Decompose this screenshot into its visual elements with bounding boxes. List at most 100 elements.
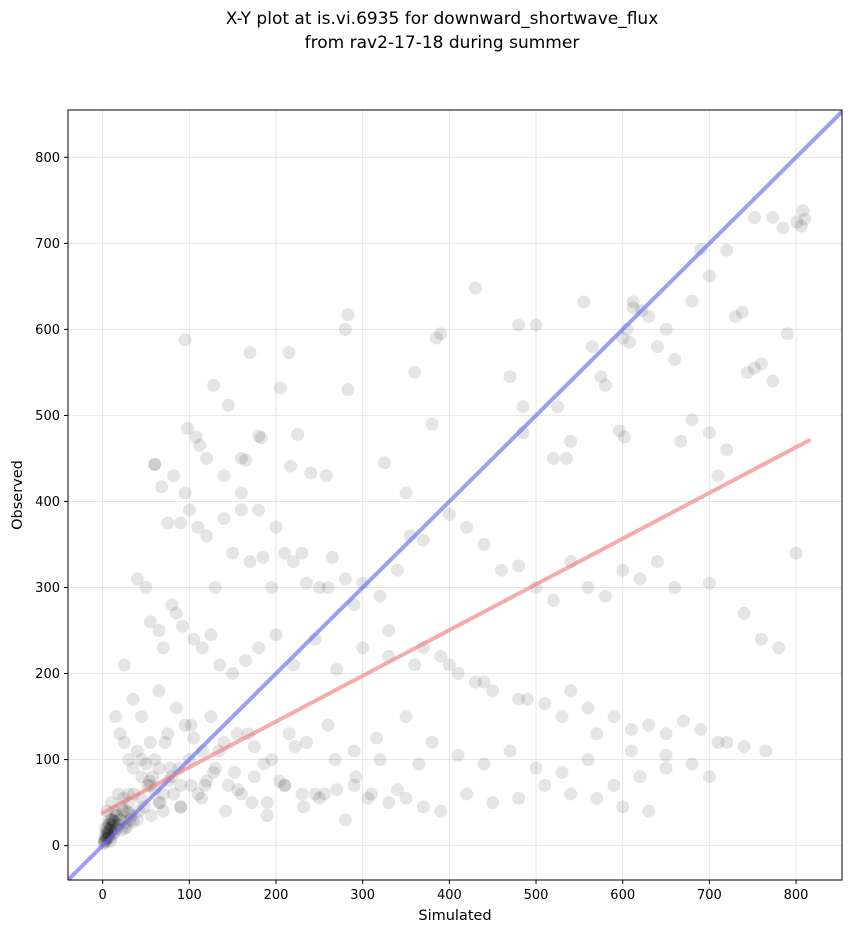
data-point [153, 796, 167, 810]
data-point [156, 804, 170, 818]
data-point [234, 451, 248, 465]
data-point [737, 740, 751, 754]
data-point [245, 796, 259, 810]
data-point [626, 301, 640, 315]
data-point [195, 641, 209, 655]
data-point [152, 796, 166, 810]
data-point [650, 340, 664, 354]
data-point [139, 580, 153, 594]
data-point [187, 632, 201, 646]
data-point [460, 787, 474, 801]
data-point [349, 770, 363, 784]
data-point [234, 787, 248, 801]
data-point [564, 787, 578, 801]
data-point [284, 459, 298, 473]
grid [68, 110, 842, 880]
data-point [780, 327, 794, 341]
data-point [790, 215, 804, 229]
data-point [278, 778, 292, 792]
data-point [503, 744, 517, 758]
data-point [191, 520, 205, 534]
data-point [512, 318, 526, 332]
data-point [135, 710, 149, 724]
data-point [616, 800, 630, 814]
data-point [234, 486, 248, 500]
data-point [338, 813, 352, 827]
data-point [468, 675, 482, 689]
data-point [117, 735, 131, 749]
data-point [155, 480, 169, 494]
data-point [178, 333, 192, 347]
data-point [728, 309, 742, 323]
data-point [189, 430, 203, 444]
data-point [451, 667, 465, 681]
data-point [668, 580, 682, 594]
data-point [257, 757, 271, 771]
data-point [321, 718, 335, 732]
y-axis-label: Observed [10, 460, 26, 530]
y-tick-label: 600 [35, 323, 60, 338]
data-point [243, 346, 257, 360]
data-point [265, 580, 279, 594]
plot-frame [67, 109, 843, 881]
data-point [754, 632, 768, 646]
data-point [115, 823, 129, 837]
data-point [564, 434, 578, 448]
data-point [373, 753, 387, 767]
x-tick-label: 300 [350, 888, 375, 903]
data-point [105, 813, 119, 827]
data-point [555, 710, 569, 724]
data-point [126, 761, 140, 775]
data-point [148, 457, 162, 471]
data-point [156, 641, 170, 655]
data-point [370, 731, 384, 745]
data-point [338, 322, 352, 336]
data-point [144, 808, 158, 822]
axis-ticks: 0 100 200 300 400 500 600 700 800 0 100 200 300 400 50… [35, 151, 808, 903]
data-point [594, 370, 608, 384]
data-point [776, 221, 790, 235]
data-point [442, 658, 456, 672]
data-point [789, 546, 803, 560]
data-point [735, 305, 749, 319]
data-point [252, 641, 266, 655]
data-point [105, 820, 119, 834]
y-tick-label: 700 [35, 237, 60, 252]
data-point [169, 701, 183, 715]
data-point [546, 593, 560, 607]
data-point [98, 821, 112, 835]
data-point [551, 400, 565, 414]
data-point [226, 546, 240, 560]
data-point [191, 787, 205, 801]
x-tick-label: 800 [784, 888, 809, 903]
data-point [278, 778, 292, 792]
data-point [330, 783, 344, 797]
data-point [429, 331, 443, 345]
y-tick-label: 400 [35, 495, 60, 510]
data-point [143, 735, 157, 749]
chart-subtitle: from rav2-17-18 during summer [305, 33, 580, 53]
data-point [318, 787, 332, 801]
data-point [659, 761, 673, 775]
data-point [272, 774, 286, 788]
data-point [282, 727, 296, 741]
data-point [607, 710, 621, 724]
data-point [312, 580, 326, 594]
data-point [200, 529, 214, 543]
data-point [328, 753, 342, 767]
data-point [102, 817, 116, 831]
data-point [650, 555, 664, 569]
x-tick-label: 700 [697, 888, 722, 903]
data-point [146, 770, 160, 784]
data-point [416, 533, 430, 547]
data-point [408, 658, 422, 672]
data-point [221, 398, 235, 412]
data-point [178, 718, 192, 732]
data-point [165, 598, 179, 612]
data-point [516, 400, 530, 414]
data-point [616, 563, 630, 577]
data-point [158, 735, 172, 749]
data-point [217, 469, 231, 483]
data-point [213, 658, 227, 672]
